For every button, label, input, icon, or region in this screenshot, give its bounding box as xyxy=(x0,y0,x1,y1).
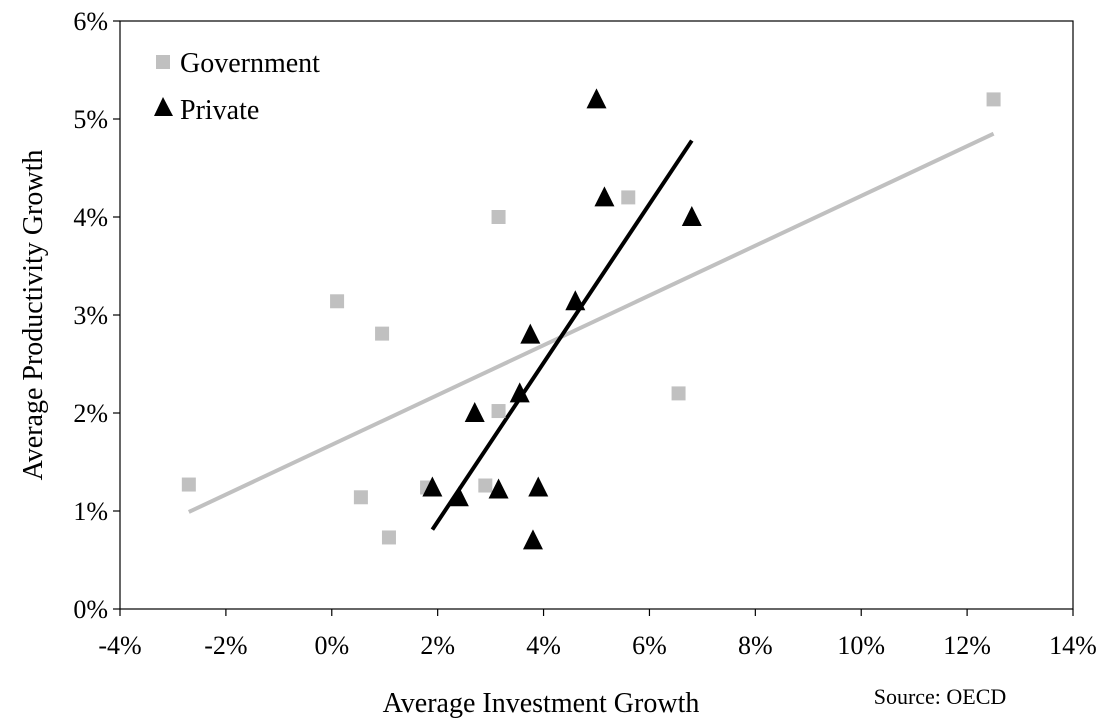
trendline-government xyxy=(187,131,995,514)
x-tick-label: 12% xyxy=(943,631,991,660)
legend-marker-government xyxy=(156,55,170,69)
point-private xyxy=(681,206,702,226)
point-government xyxy=(491,210,506,224)
point-government xyxy=(330,294,345,309)
x-tick-label: -4% xyxy=(98,631,141,660)
source-note: Source: OECD xyxy=(874,684,1007,709)
point-private xyxy=(464,402,485,422)
point-private xyxy=(520,323,541,344)
legend-label-government: Government xyxy=(180,48,320,79)
x-tick-label: 8% xyxy=(738,631,773,660)
point-private xyxy=(528,476,549,497)
x-tick-label: 0% xyxy=(314,631,349,660)
x-tick-label: 6% xyxy=(632,631,667,660)
point-private xyxy=(586,88,607,109)
point-private xyxy=(594,186,615,207)
x-tick-label: -2% xyxy=(204,631,247,660)
y-tick-label: 4% xyxy=(73,203,108,232)
point-government xyxy=(478,478,493,493)
point-government xyxy=(621,190,636,205)
point-government xyxy=(381,530,396,545)
point-private xyxy=(565,290,586,311)
point-private xyxy=(522,529,543,550)
y-tick-label: 2% xyxy=(73,399,108,428)
y-tick-label: 6% xyxy=(73,7,108,36)
y-tick-label: 3% xyxy=(73,301,108,330)
x-tick-label: 14% xyxy=(1049,631,1097,660)
y-axis-title: Average Productivity Growth xyxy=(18,150,49,481)
axes: 0% 1% 2% 3% 4% 5% 6% -4% -2% 0% 2% 4% 6% 8% 10% 12% 14% xyxy=(73,7,1097,660)
trendlines xyxy=(187,131,995,531)
y-tick-label: 5% xyxy=(73,105,108,134)
point-government xyxy=(353,490,368,505)
point-private xyxy=(509,382,530,403)
point-government xyxy=(181,477,196,492)
x-tick-label: 10% xyxy=(837,631,885,660)
x-tick-label: 2% xyxy=(420,631,455,660)
plot-frame xyxy=(119,20,1074,610)
point-government xyxy=(986,92,1001,107)
legend-label-private: Private xyxy=(180,95,259,126)
legend: Government Private xyxy=(154,48,320,126)
legend-marker-private xyxy=(154,97,173,116)
trendline-private xyxy=(430,139,694,531)
y-tick-label: 0% xyxy=(73,595,108,624)
point-private xyxy=(448,486,469,507)
x-tick-label: 4% xyxy=(526,631,561,660)
point-private xyxy=(422,476,443,497)
point-private xyxy=(488,478,509,499)
point-government xyxy=(375,326,390,341)
data-points xyxy=(181,88,1001,550)
point-government xyxy=(671,386,686,401)
point-government xyxy=(491,404,506,419)
y-tick-label: 1% xyxy=(73,497,108,526)
x-axis-title: Average Investment Growth xyxy=(383,688,700,719)
